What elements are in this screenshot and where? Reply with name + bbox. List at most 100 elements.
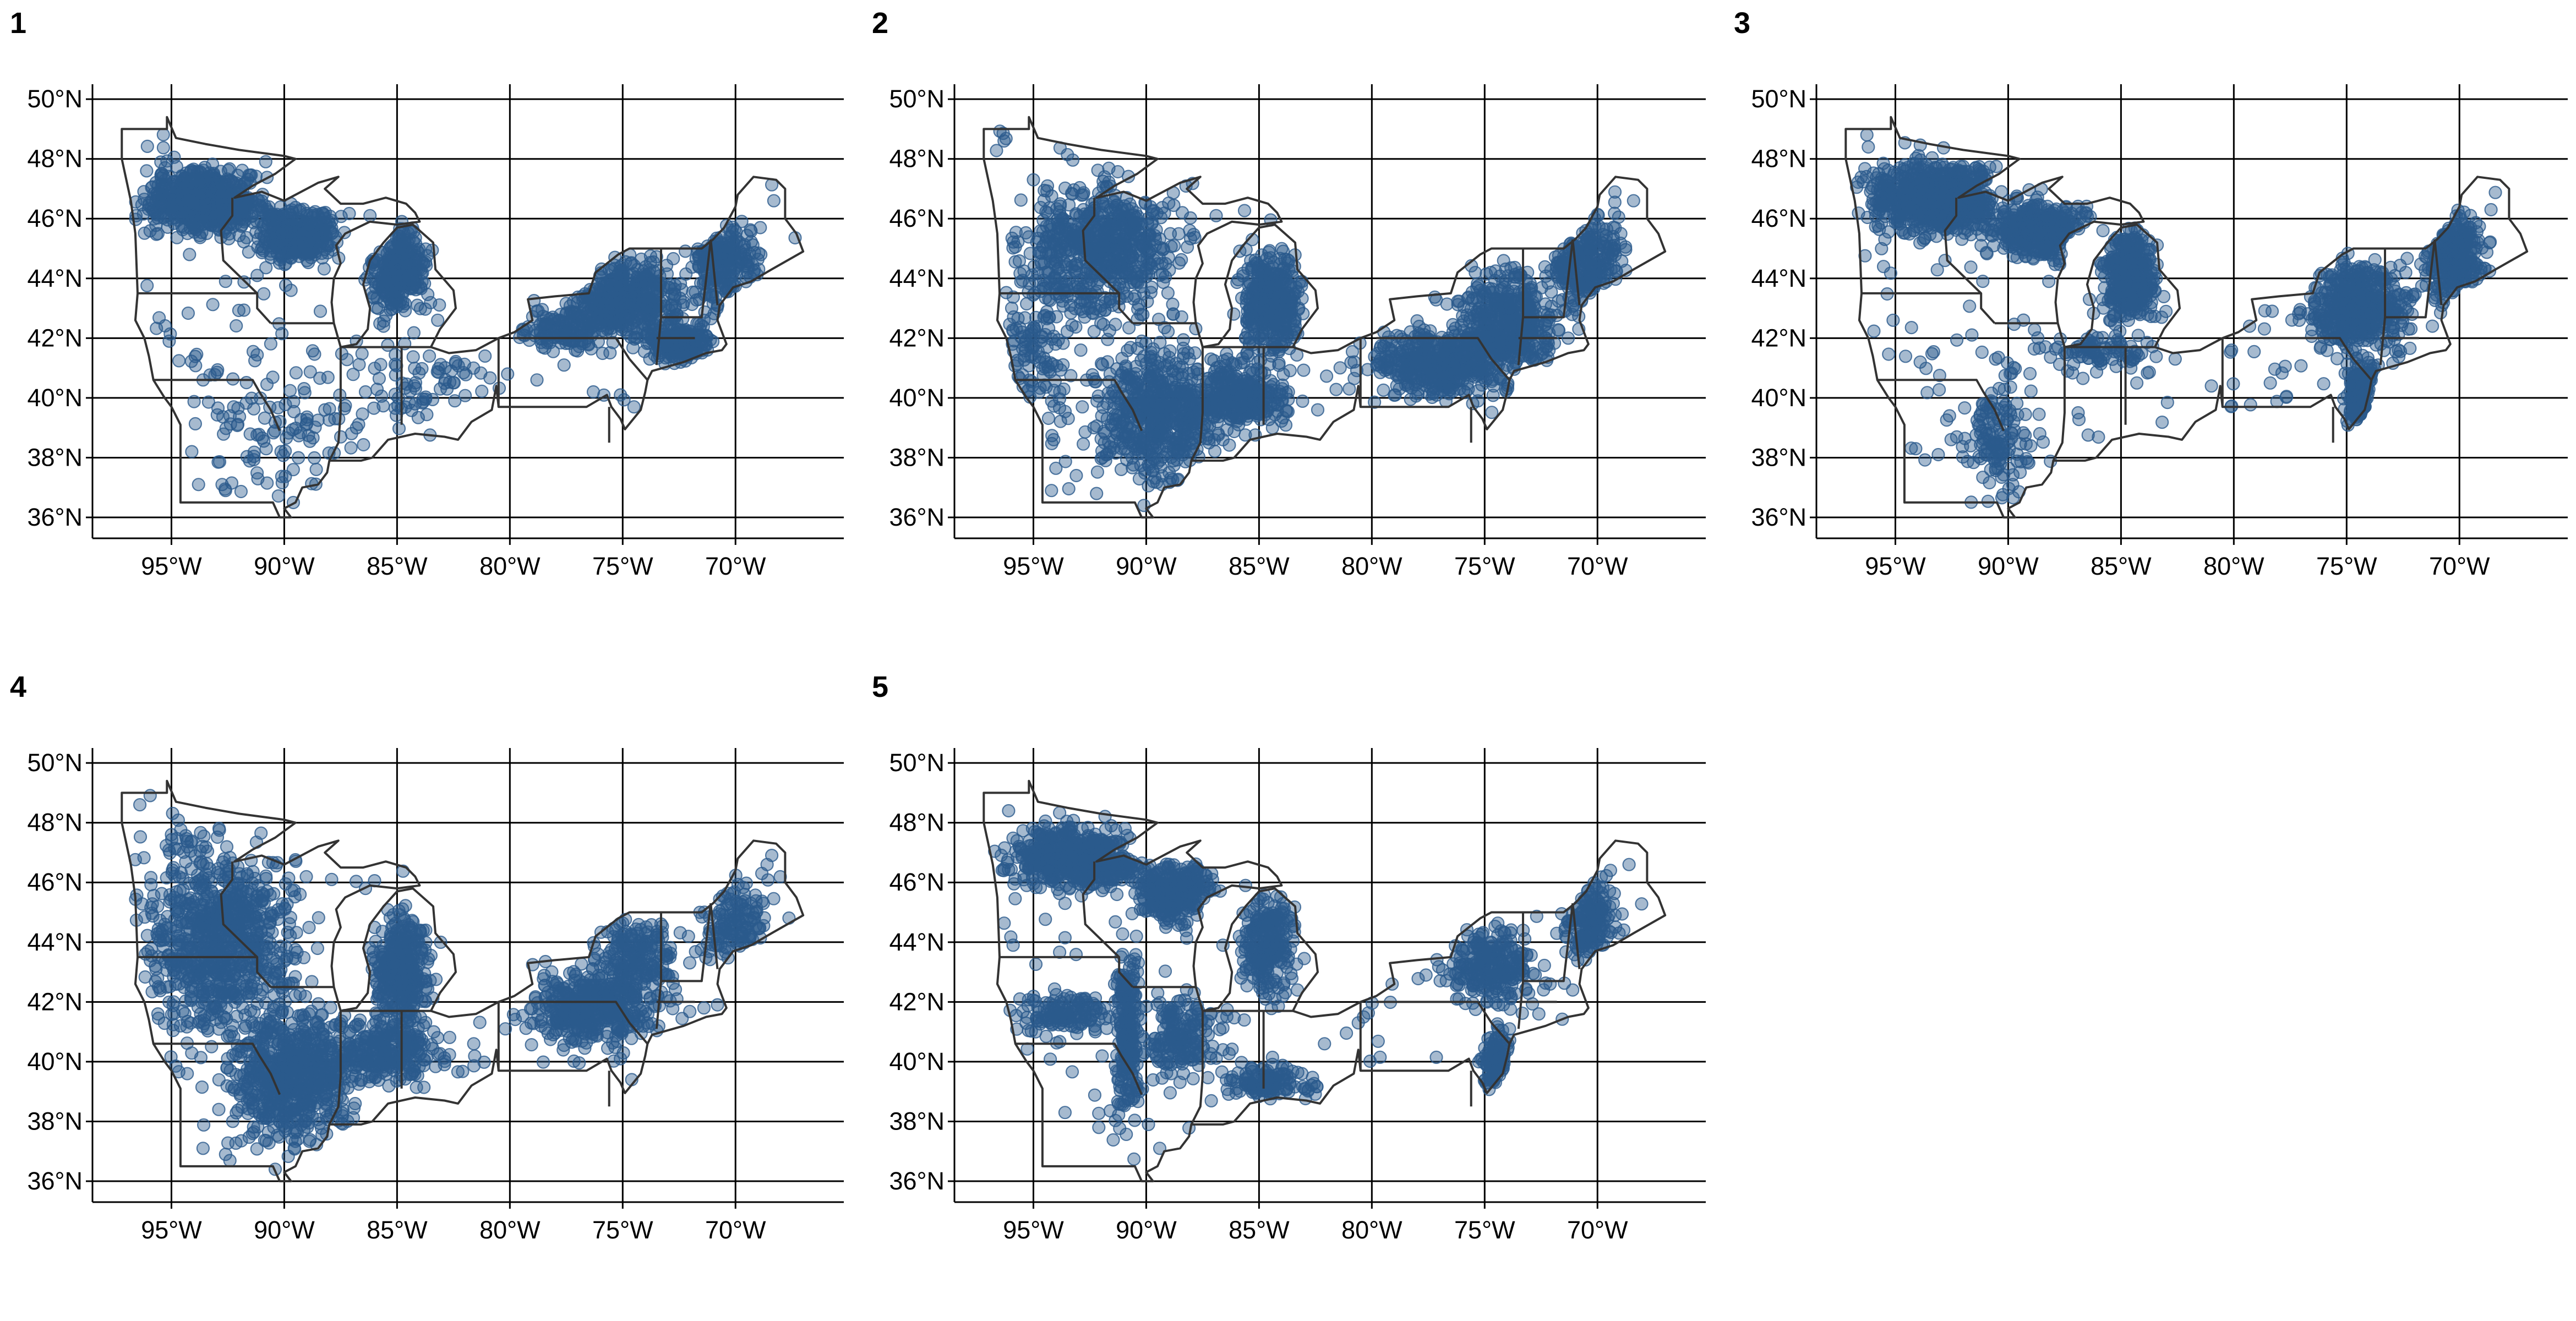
site-point — [571, 318, 585, 331]
site-point — [478, 349, 492, 363]
site-point — [151, 227, 165, 241]
site-point — [183, 248, 197, 261]
site-point — [1076, 400, 1089, 414]
site-point — [1076, 437, 1090, 451]
site-point — [564, 304, 578, 318]
site-point — [303, 365, 317, 379]
site-point — [419, 242, 433, 256]
site-point — [516, 328, 531, 342]
site-point — [626, 341, 640, 354]
site-point — [232, 228, 246, 243]
site-point — [286, 463, 300, 477]
site-point — [305, 344, 320, 358]
site-point — [1019, 297, 1034, 311]
y-tick-label: 38°N — [889, 443, 945, 471]
site-point — [1114, 462, 1128, 477]
x-tick-label: 85°W — [1229, 552, 1290, 580]
site-point — [676, 296, 691, 309]
site-point — [255, 194, 269, 208]
site-point — [557, 358, 571, 372]
site-point — [407, 326, 421, 340]
site-point — [174, 176, 188, 190]
site-point — [622, 299, 636, 313]
site-point — [735, 215, 749, 228]
site-point — [1114, 441, 1128, 455]
y-tick-label: 48°N — [889, 145, 945, 173]
site-point — [181, 306, 195, 320]
site-point — [315, 251, 329, 265]
site-point — [767, 194, 781, 208]
site-point — [259, 233, 274, 247]
site-point — [586, 385, 601, 399]
site-point — [289, 366, 303, 380]
site-point — [239, 375, 253, 390]
site-point — [1060, 324, 1074, 339]
site-point — [211, 455, 225, 469]
y-tick-label: 50°N — [27, 85, 83, 113]
site-point — [715, 275, 729, 288]
site-point — [670, 337, 684, 351]
site-point — [652, 277, 666, 291]
site-point — [150, 321, 163, 335]
y-tick-label: 48°N — [27, 145, 83, 173]
site-point — [630, 321, 644, 335]
site-point — [582, 304, 596, 318]
site-point — [317, 262, 331, 276]
site-point — [1608, 206, 1622, 220]
site-point — [187, 395, 201, 408]
site-point — [259, 442, 273, 456]
site-point — [156, 128, 170, 141]
site-point — [458, 389, 472, 402]
site-points — [129, 128, 802, 510]
site-point — [210, 365, 224, 379]
y-tick-label: 44°N — [889, 264, 945, 292]
site-point — [162, 334, 176, 348]
site-point — [293, 203, 307, 217]
site-point — [313, 304, 328, 318]
site-point — [271, 401, 285, 414]
site-point — [248, 354, 262, 368]
panel-label: 1 — [10, 7, 26, 40]
site-point — [275, 327, 289, 341]
site-point — [647, 265, 661, 279]
site-point — [287, 405, 301, 419]
x-tick-label: 75°W — [592, 552, 653, 580]
x-tick-label: 95°W — [1003, 552, 1064, 580]
site-point — [188, 417, 202, 431]
site-point — [408, 397, 422, 411]
site-point — [275, 470, 288, 483]
site-point — [415, 275, 429, 288]
site-point — [140, 139, 154, 153]
map-panel-1: 150°N48°N46°N44°N42°N40°N38°N36°N95°W 90°… — [10, 7, 844, 580]
site-point — [250, 428, 264, 442]
site-point — [206, 214, 221, 227]
site-point — [299, 241, 313, 255]
site-point — [719, 240, 733, 254]
site-point — [1175, 253, 1188, 266]
x-tick-label: 70°W — [1567, 552, 1628, 580]
y-tick-label: 42°N — [889, 324, 945, 352]
site-point — [1451, 298, 1465, 312]
site-point — [324, 227, 339, 241]
site-point — [275, 223, 289, 238]
site-point — [284, 283, 298, 297]
site-point — [1176, 333, 1190, 347]
site-point — [308, 451, 321, 465]
site-point — [1101, 332, 1115, 346]
site-point — [431, 313, 445, 327]
site-point — [223, 409, 237, 423]
site-point — [1265, 421, 1279, 435]
site-point — [344, 441, 358, 455]
site-point — [483, 371, 497, 385]
site-point — [530, 373, 544, 387]
site-point — [357, 438, 370, 452]
site-point — [342, 206, 356, 221]
site-point — [363, 209, 377, 222]
y-tick-label: 36°N — [27, 503, 83, 531]
x-tick-label: 85°W — [367, 552, 428, 580]
site-point — [293, 425, 308, 440]
site-point — [376, 280, 390, 294]
site-point — [308, 205, 322, 219]
site-point — [264, 337, 277, 351]
